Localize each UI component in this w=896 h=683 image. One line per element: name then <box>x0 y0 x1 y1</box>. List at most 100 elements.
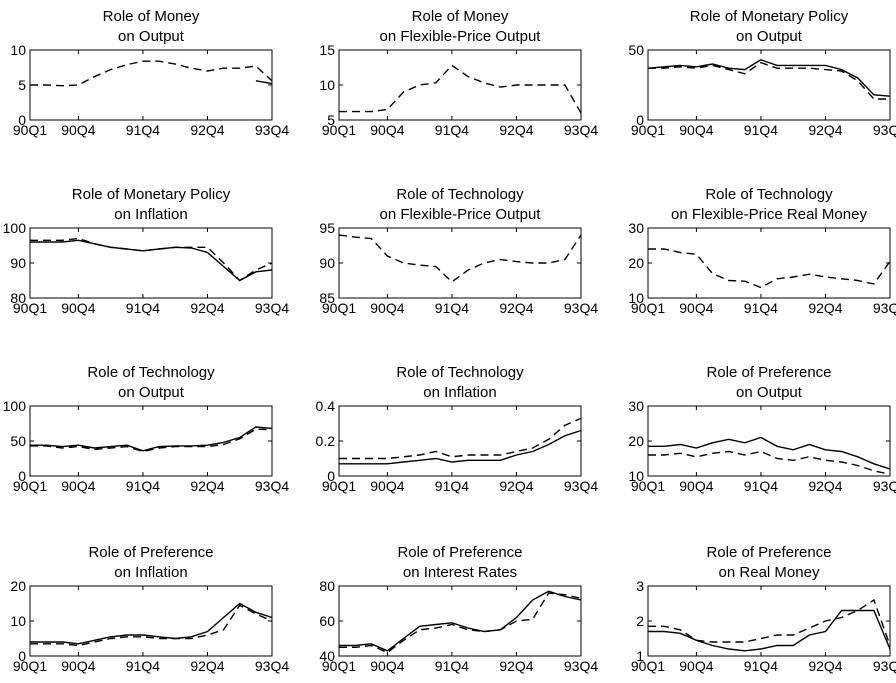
subplot-9: Role of Preference on Output 10 20 30 90Q1 90Q… <box>628 364 896 494</box>
y-tick-label: 1 <box>636 648 644 664</box>
x-tick-label: 93Q4 <box>255 122 289 138</box>
series-line-dashed <box>339 417 582 460</box>
x-tick-label: 90Q1 <box>13 658 47 674</box>
y-tick-label: 0 <box>18 648 26 664</box>
series-line-solid <box>339 429 582 465</box>
x-tick-label: 93Q4 <box>873 300 896 316</box>
subplot-title-line: Role of Technology <box>396 364 524 381</box>
x-tick-label: 90Q4 <box>61 658 95 674</box>
subplot-6: Role of Technology on Flexible-Price Real… <box>628 186 896 316</box>
x-tick-label: 91Q4 <box>744 300 778 316</box>
x-tick-label: 91Q4 <box>435 300 469 316</box>
subplot-12: Role of Preference on Real Money 1 2 3 90Q1 90… <box>631 544 896 674</box>
series-line-solid <box>339 590 582 652</box>
subplot-title-line: on Output <box>118 384 185 401</box>
series-line-solid <box>30 239 273 282</box>
subplot-8: Role of Technology on Inflation 0 0.2 0.4 90Q… <box>316 364 599 494</box>
y-tick-label: 100 <box>3 398 27 414</box>
y-tick-label: 0.2 <box>316 433 336 449</box>
series-line-dashed <box>648 248 891 289</box>
x-tick-label: 91Q4 <box>126 300 160 316</box>
x-tick-label: 90Q4 <box>61 122 95 138</box>
series-line-dashed <box>648 450 891 475</box>
x-tick-label: 90Q4 <box>679 658 713 674</box>
x-tick-label: 92Q4 <box>808 658 842 674</box>
series-line-dashed <box>30 237 273 282</box>
y-tick-label: 30 <box>628 398 644 414</box>
x-tick-label: 92Q4 <box>190 478 224 494</box>
y-tick-label: 50 <box>628 42 644 58</box>
y-tick-label: 20 <box>628 255 644 271</box>
x-tick-label: 93Q4 <box>255 300 289 316</box>
x-tick-label: 90Q4 <box>370 122 404 138</box>
subplot-10: Role of Preference on Inflation 0 10 20 90Q1 9… <box>10 544 289 674</box>
x-tick-label: 90Q1 <box>322 478 356 494</box>
x-tick-label: 90Q1 <box>322 122 356 138</box>
subplot-title-line: on Output <box>736 28 803 45</box>
x-tick-label: 90Q1 <box>631 300 665 316</box>
x-tick-label: 90Q1 <box>322 658 356 674</box>
x-tick-label: 91Q4 <box>744 658 778 674</box>
x-tick-label: 92Q4 <box>808 300 842 316</box>
x-tick-label: 90Q4 <box>679 300 713 316</box>
y-tick-label: 10 <box>10 42 26 58</box>
series-line-dashed <box>338 234 582 283</box>
x-tick-label: 91Q4 <box>435 658 469 674</box>
subplot-title-line: Role of Preference <box>706 364 831 381</box>
subplot-title-line: on Flexible-Price Output <box>380 28 542 45</box>
plot-frame <box>647 405 891 477</box>
x-tick-label: 91Q4 <box>744 478 778 494</box>
subplot-title-line: on Interest Rates <box>403 564 517 581</box>
y-tick-label: 20 <box>10 578 26 594</box>
y-tick-label: 20 <box>628 433 644 449</box>
subplot-title-line: Role of Preference <box>706 544 831 561</box>
subplot-title-line: on Inflation <box>114 564 187 581</box>
y-tick-label: 0 <box>636 112 644 128</box>
series-line-solid <box>255 80 273 85</box>
plot-frame <box>647 227 891 299</box>
x-tick-label: 90Q1 <box>631 478 665 494</box>
y-tick-label: 10 <box>628 290 644 306</box>
y-tick-label: 0 <box>18 112 26 128</box>
x-tick-label: 92Q4 <box>190 300 224 316</box>
subplot-1: Role of Money on Output 0 5 10 90Q1 90Q4 91Q4 92… <box>10 8 289 138</box>
y-tick-label: 3 <box>636 578 644 594</box>
x-tick-label: 91Q4 <box>744 122 778 138</box>
y-tick-label: 15 <box>319 42 335 58</box>
x-tick-label: 92Q4 <box>190 122 224 138</box>
x-tick-label: 92Q4 <box>808 478 842 494</box>
subplot-title-line: Role of Technology <box>87 364 215 381</box>
y-tick-label: 80 <box>10 290 26 306</box>
x-tick-label: 90Q1 <box>322 300 356 316</box>
series-line-solid <box>30 426 273 452</box>
x-tick-label: 92Q4 <box>499 300 533 316</box>
series-line-dashed <box>339 592 582 654</box>
x-tick-label: 90Q4 <box>370 478 404 494</box>
x-tick-label: 90Q1 <box>13 478 47 494</box>
x-tick-label: 93Q4 <box>564 658 598 674</box>
x-tick-label: 93Q4 <box>873 478 896 494</box>
y-tick-label: 90 <box>319 255 335 271</box>
subplot-title-line: on Inflation <box>423 384 496 401</box>
x-tick-label: 90Q4 <box>370 658 404 674</box>
y-tick-label: 2 <box>636 613 644 629</box>
x-tick-label: 93Q4 <box>873 122 896 138</box>
x-tick-label: 90Q1 <box>13 122 47 138</box>
subplot-5: Role of Technology on Flexible-Price Outp… <box>319 186 598 316</box>
series-line-solid <box>30 602 273 645</box>
subplot-title-line: Role of Monetary Policy <box>690 8 849 25</box>
y-tick-label: 80 <box>319 578 335 594</box>
x-tick-label: 90Q4 <box>61 300 95 316</box>
y-tick-label: 0.4 <box>316 398 336 414</box>
subplot-title-line: on Inflation <box>114 206 187 223</box>
subplot-title-line: on Output <box>736 384 803 401</box>
x-tick-label: 91Q4 <box>126 478 160 494</box>
x-tick-label: 92Q4 <box>190 658 224 674</box>
x-tick-label: 91Q4 <box>126 122 160 138</box>
y-tick-label: 95 <box>319 220 335 236</box>
subplot-4: Role of Monetary Policy on Inflation 80 90 1… <box>3 186 290 316</box>
series-line-dashed <box>30 428 273 453</box>
x-tick-label: 93Q4 <box>564 300 598 316</box>
subplot-title-line: Role of Monetary Policy <box>72 186 231 203</box>
y-tick-label: 10 <box>628 468 644 484</box>
